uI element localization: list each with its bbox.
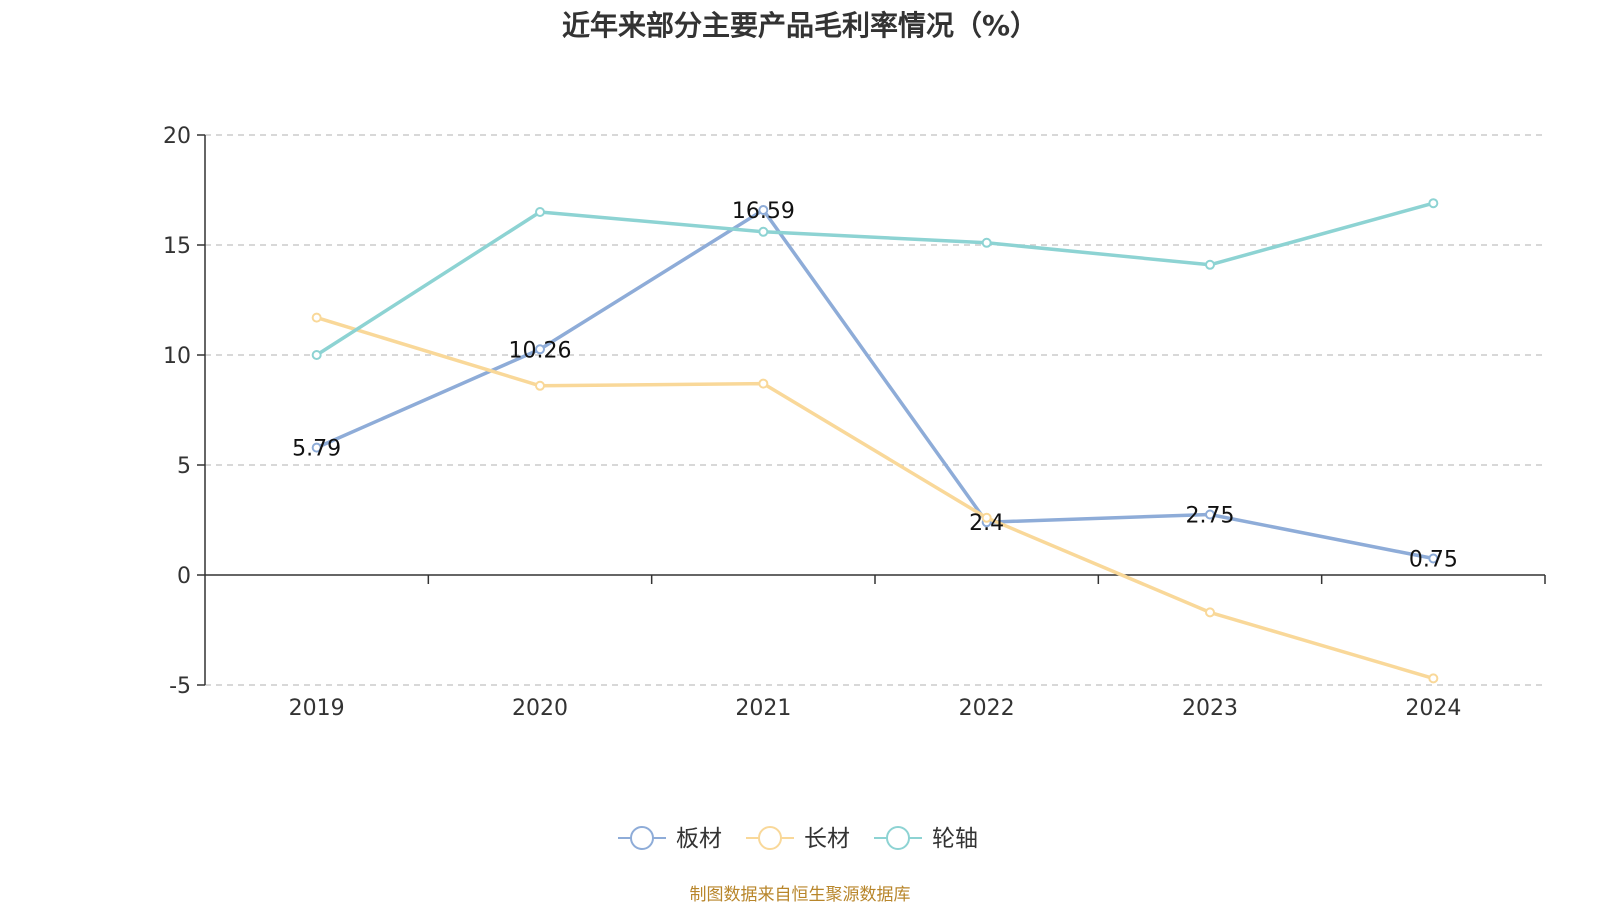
data-point[interactable] [758, 378, 769, 389]
data-label: 10.26 [509, 338, 572, 363]
data-point[interactable] [535, 344, 545, 355]
data-point[interactable] [1428, 673, 1439, 684]
x-tick-label: 2023 [1182, 696, 1238, 721]
data-point[interactable] [311, 312, 322, 323]
data-label: 16.59 [732, 199, 795, 224]
data-point[interactable] [1205, 259, 1215, 270]
data-point[interactable] [1205, 509, 1215, 520]
chart-title: 近年来部分主要产品毛利率情况（%） [561, 9, 1039, 42]
series-line [316, 315, 1434, 681]
data-point[interactable] [1205, 607, 1215, 618]
legend-item[interactable]: 长材 [746, 826, 850, 852]
legend-marker-icon [630, 826, 654, 850]
data-labels: 5.79 10.26 16.59 2.4 2.75 0.75 [292, 199, 1458, 572]
x-tick-label: 2020 [512, 696, 568, 721]
y-tick-label: 5 [177, 454, 191, 479]
y-tick-label: 20 [163, 124, 191, 149]
y-tick-label: 15 [163, 234, 191, 259]
legend-marker-icon [886, 826, 910, 850]
grid-lines [205, 134, 1545, 686]
legend-label: 板材 [676, 826, 722, 852]
data-point[interactable] [758, 226, 769, 237]
y-tick-label: 0 [177, 564, 191, 589]
data-label: 2.75 [1186, 504, 1235, 529]
data-point[interactable] [535, 207, 545, 217]
data-point[interactable] [1428, 198, 1439, 209]
y-tick-label: 10 [163, 344, 191, 369]
legend[interactable]: 板材 长材 轮轴 [618, 826, 978, 852]
data-label: 0.75 [1409, 548, 1458, 573]
legend-item[interactable]: 板材 [618, 826, 722, 852]
legend-label: 长材 [804, 826, 850, 852]
data-point[interactable] [981, 237, 992, 248]
series-group [311, 198, 1439, 684]
x-tick-label: 2024 [1405, 696, 1461, 721]
data-label: 2.4 [969, 511, 1004, 536]
data-point[interactable] [535, 380, 545, 391]
y-tick-label: -5 [169, 674, 191, 699]
x-tick-label: 2022 [959, 696, 1015, 721]
data-point[interactable] [311, 442, 322, 453]
data-point[interactable] [981, 512, 992, 523]
data-point[interactable] [311, 350, 322, 360]
data-point[interactable] [758, 205, 769, 216]
series-line [315, 208, 1434, 561]
source-note: 制图数据来自恒生聚源数据库 [689, 885, 911, 905]
x-tick-label: 2021 [735, 696, 791, 721]
legend-item[interactable]: 轮轴 [874, 826, 978, 852]
legend-marker-icon [758, 826, 782, 850]
data-point[interactable] [1428, 553, 1439, 564]
series-line [315, 201, 1434, 357]
data-label: 5.79 [292, 437, 341, 462]
axes: 20 15 10 5 0 -5 2019 2020 2021 2022 2023 2024 [163, 124, 1546, 721]
legend-label: 轮轴 [932, 826, 978, 852]
x-tick-label: 2019 [289, 696, 345, 721]
